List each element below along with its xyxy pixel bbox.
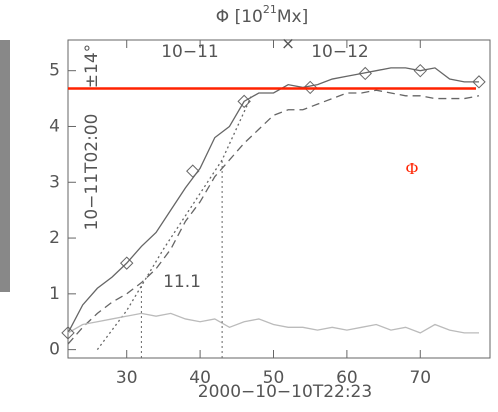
title-superscript: 21 xyxy=(263,3,277,16)
annotation: × xyxy=(281,34,295,54)
x-tick-label: 40 xyxy=(189,368,211,388)
diamond-marker xyxy=(237,94,251,109)
title-text: Φ [10 xyxy=(216,7,263,27)
diamond-marker xyxy=(472,75,486,89)
annotation: Φ xyxy=(406,159,418,178)
diamond-marker xyxy=(413,63,427,78)
x-tick-label: 50 xyxy=(263,368,285,388)
annotation: 11.1 xyxy=(163,272,201,292)
data-line xyxy=(67,312,479,334)
x-tick-label: 60 xyxy=(336,368,358,388)
y-tick-label: 5 xyxy=(49,61,60,81)
y-tick-label: 2 xyxy=(49,228,60,248)
data-line xyxy=(67,89,480,345)
diamond-marker xyxy=(358,66,372,81)
annotation: 10−12 xyxy=(311,42,369,62)
diamond-marker xyxy=(61,326,75,340)
x-axis-label: 2000−10−10T22:23 xyxy=(198,382,372,402)
y-tick-label: 3 xyxy=(49,172,60,192)
chart-title: Φ [1021Mx] xyxy=(216,3,308,27)
annotation: 10−11T02:00 xyxy=(82,114,102,231)
y-tick-label: 1 xyxy=(49,284,60,304)
title-unit: Mx] xyxy=(277,7,308,27)
data-line xyxy=(67,67,479,334)
diamond-marker xyxy=(303,80,317,95)
diamond-marker xyxy=(186,164,200,178)
annotation: ±14° xyxy=(82,44,102,88)
x-tick-label: 70 xyxy=(409,368,431,388)
plot-frame xyxy=(67,39,491,359)
image-strip xyxy=(0,40,10,292)
y-tick-label: 4 xyxy=(49,116,60,136)
x-tick-label: 30 xyxy=(116,368,138,388)
annotation: 10−11 xyxy=(161,42,219,62)
data-line xyxy=(96,95,253,351)
y-tick-label: 0 xyxy=(49,340,60,360)
diamond-marker xyxy=(120,256,134,270)
